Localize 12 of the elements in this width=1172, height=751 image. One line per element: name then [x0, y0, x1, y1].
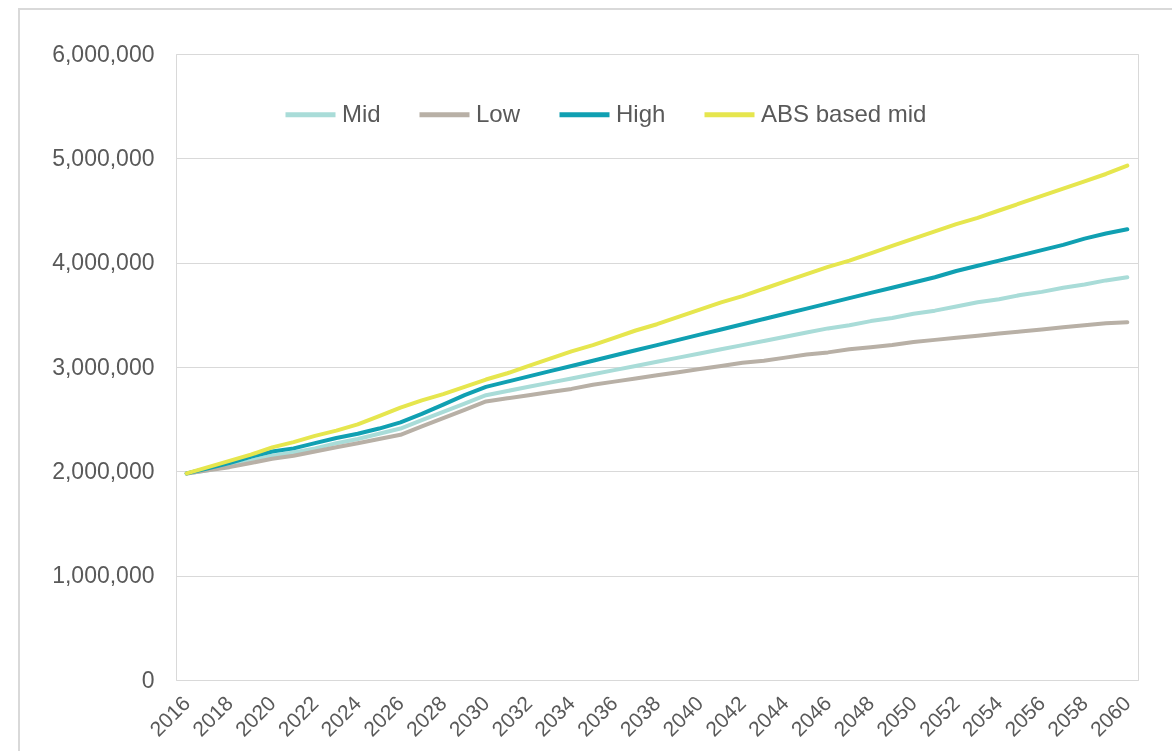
line-series [184, 163, 1130, 476]
y-tick-label: 6,000,000 [52, 40, 155, 67]
legend-label: High [616, 99, 666, 127]
legend-label: Mid [342, 99, 381, 127]
legend-label: Low [476, 99, 521, 127]
y-tick-label: 2,000,000 [52, 457, 155, 484]
legend-label: ABS based mid [761, 99, 927, 127]
y-tick-label: 1,000,000 [52, 562, 155, 589]
y-tick-label: 4,000,000 [52, 249, 155, 276]
y-tick-label: 0 [141, 666, 155, 693]
y-tick-label: 3,000,000 [52, 353, 155, 380]
y-tick-label: 5,000,000 [52, 144, 155, 171]
